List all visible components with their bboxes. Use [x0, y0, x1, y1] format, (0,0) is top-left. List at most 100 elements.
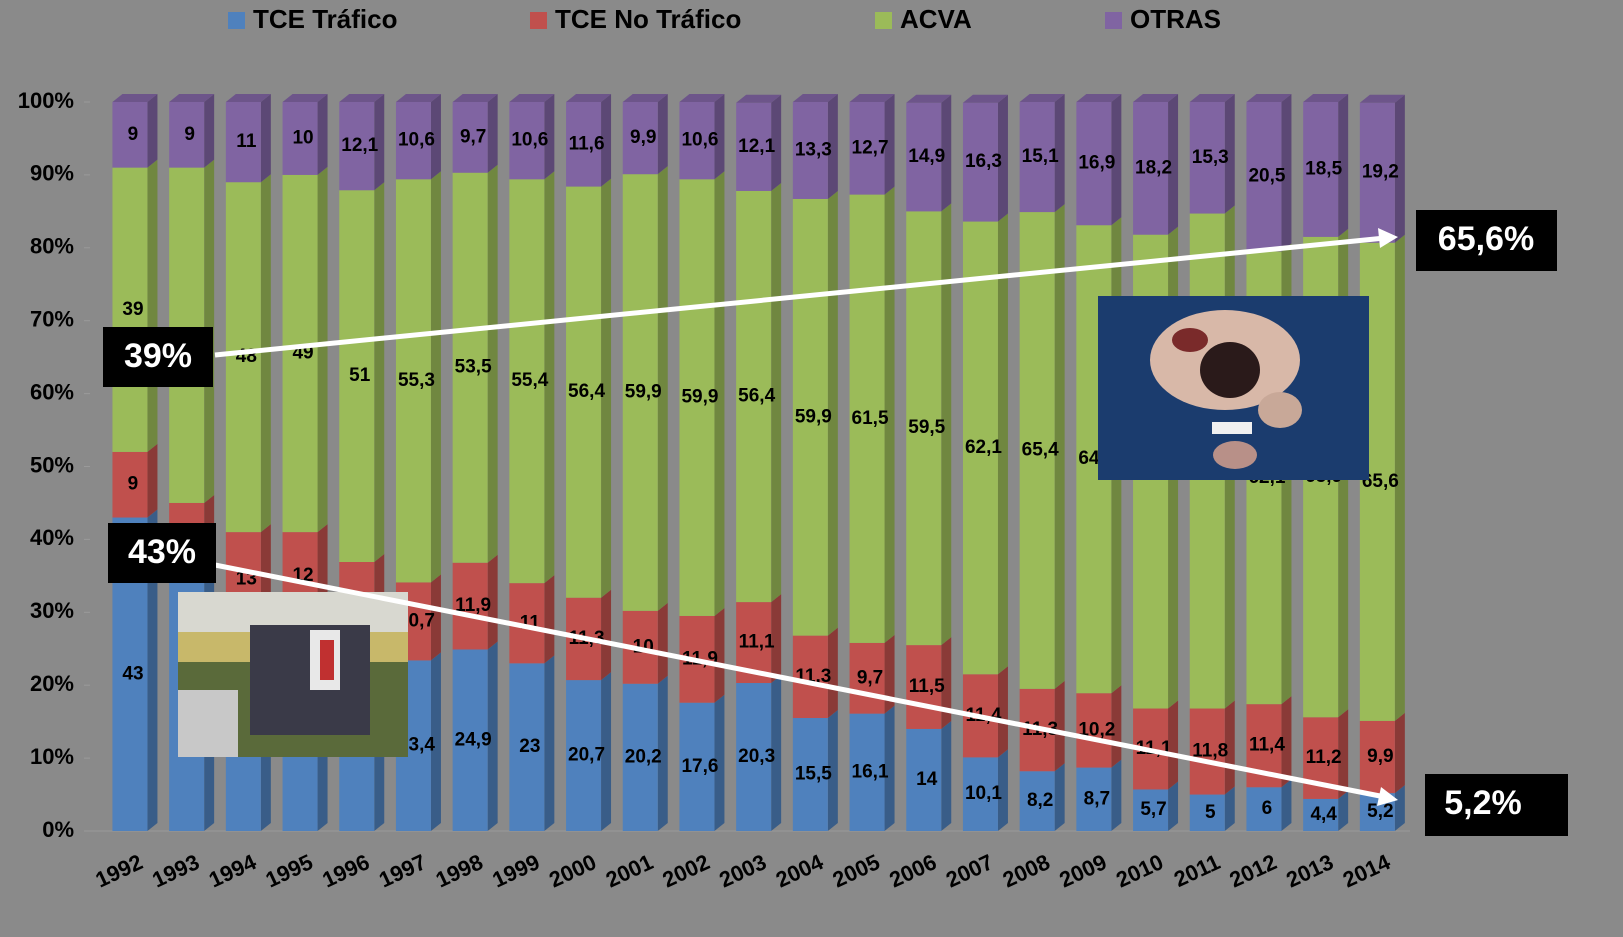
- data-label: 11,2: [1306, 747, 1342, 768]
- bar-top: [566, 94, 612, 102]
- bar-side: [657, 602, 668, 684]
- bar-side: [487, 554, 498, 650]
- data-label: 20,7: [568, 745, 605, 766]
- bar-side: [657, 675, 668, 831]
- bar-side: [771, 675, 782, 831]
- y-tick-label: 80%: [30, 234, 74, 259]
- bar-side: [1394, 234, 1405, 721]
- bar-side: [147, 159, 158, 452]
- y-tick-label: 10%: [30, 744, 74, 769]
- data-label: 39: [122, 299, 143, 320]
- x-tick-label: 1992: [92, 849, 147, 892]
- data-label: 10,6: [398, 130, 435, 151]
- bar-side: [601, 589, 612, 681]
- y-tick-label: 40%: [30, 525, 74, 550]
- legend-swatch: [875, 12, 892, 29]
- data-label: 65,4: [1022, 439, 1059, 460]
- data-label: 10,6: [511, 130, 548, 151]
- bar-side: [884, 634, 895, 714]
- bar: [1303, 102, 1339, 237]
- x-tick-label: 2014: [1339, 849, 1395, 893]
- bar-side: [997, 749, 1008, 831]
- x-tick-label: 2004: [772, 849, 828, 893]
- data-label: 11,5: [909, 676, 945, 697]
- data-label: 11,1: [739, 632, 775, 653]
- bar-side: [1054, 94, 1065, 213]
- bar-side: [317, 166, 328, 533]
- data-label: 9,9: [630, 127, 656, 148]
- bar: [736, 102, 772, 191]
- x-tick-label: 2008: [999, 849, 1054, 892]
- bar-side: [260, 94, 271, 183]
- bar-top: [1359, 94, 1405, 103]
- bar: [849, 713, 885, 831]
- x-tick-label: 2013: [1282, 849, 1337, 892]
- data-label: 10,6: [681, 130, 718, 151]
- bar-side: [430, 171, 441, 583]
- data-label: 13,3: [795, 139, 832, 160]
- bar-top: [1246, 94, 1292, 102]
- bar: [1189, 794, 1225, 831]
- bar: [962, 221, 998, 675]
- bar: [792, 102, 828, 199]
- bar-side: [147, 509, 158, 831]
- bar-top: [622, 94, 668, 102]
- x-tick-label: 2006: [885, 849, 940, 892]
- data-label: 6: [1262, 798, 1273, 819]
- bar-top: [962, 94, 1008, 103]
- data-label: 12,1: [341, 135, 378, 156]
- data-label: 16,1: [852, 761, 889, 782]
- bar: [225, 182, 261, 533]
- bar-side: [374, 94, 385, 191]
- bar: [622, 174, 658, 611]
- data-label: 20,3: [738, 746, 775, 767]
- data-label: 18,2: [1135, 157, 1172, 178]
- bar-side: [487, 94, 498, 173]
- bar: [679, 102, 715, 180]
- bar: [906, 102, 942, 212]
- data-label: 56,4: [738, 386, 775, 407]
- bar-top: [112, 94, 158, 102]
- data-label: 14,9: [908, 146, 945, 167]
- bar-side: [1224, 94, 1235, 214]
- annotation: 43%: [128, 533, 196, 571]
- data-label: 14: [916, 769, 938, 790]
- bar-side: [1394, 785, 1405, 831]
- data-label: 55,3: [398, 370, 435, 391]
- data-label: 11,8: [1192, 741, 1228, 762]
- bar-side: [827, 94, 838, 199]
- data-label: 9,7: [460, 126, 486, 147]
- bar-top: [509, 94, 555, 102]
- bar-side: [601, 178, 612, 598]
- annotation: 39%: [124, 337, 192, 375]
- data-label: 16,9: [1078, 153, 1115, 174]
- bar-side: [657, 94, 668, 175]
- bar: [1076, 102, 1112, 226]
- bar: [225, 102, 261, 183]
- bar: [622, 102, 658, 175]
- arrow-down: [214, 562, 1386, 800]
- bar-side: [430, 94, 441, 180]
- bar-side: [941, 637, 952, 729]
- bar: [1133, 789, 1169, 831]
- bar-side: [1394, 94, 1405, 243]
- data-label: 16,3: [965, 151, 1002, 172]
- bar-side: [147, 443, 158, 518]
- bar-side: [1281, 779, 1292, 831]
- data-label: 9: [128, 124, 139, 145]
- bar-side: [544, 575, 555, 664]
- data-label: 55,4: [511, 370, 548, 391]
- y-tick-label: 30%: [30, 598, 74, 623]
- arrow-head: [1378, 228, 1398, 248]
- bar: [792, 635, 828, 719]
- data-label: 43: [122, 663, 143, 684]
- bar-top: [225, 94, 271, 102]
- bar-side: [601, 672, 612, 831]
- bar: [849, 102, 885, 195]
- callout: 5,2%: [1425, 774, 1568, 836]
- x-tick-label: 1996: [318, 849, 373, 892]
- bar-side: [1111, 685, 1122, 768]
- data-label: 10,1: [965, 783, 1002, 804]
- bar: [282, 174, 318, 533]
- data-label: 59,5: [908, 417, 945, 438]
